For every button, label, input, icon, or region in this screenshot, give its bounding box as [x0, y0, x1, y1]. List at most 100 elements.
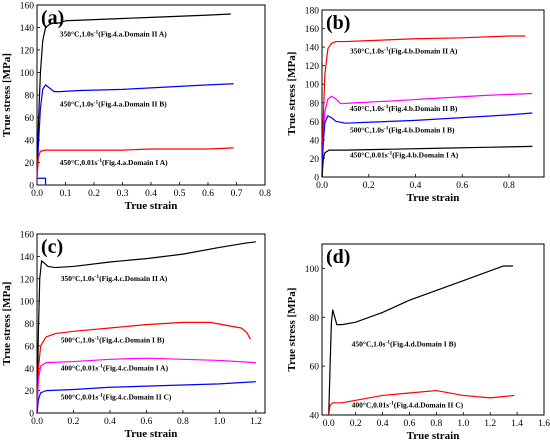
y-tick-label: 80: [310, 314, 320, 324]
y-tick-label: 0: [314, 174, 319, 184]
x-axis-title: True strain: [125, 428, 178, 440]
series-line-2: [321, 92, 533, 178]
chart-panel-4: 0.0 0.2 0.4 0.6 0.8 1.0 1.2 1.4 1.6 40 60 80 100 True…: [286, 243, 550, 442]
curve-annotation: 450°C,0.01s-1(Fig.4.b.Domain I A): [350, 151, 459, 160]
panel-label: (d): [326, 246, 350, 268]
y-tick-label: 80: [310, 99, 320, 109]
x-tick-label: 0.1: [60, 189, 72, 199]
x-tick-label: 0.6: [456, 181, 468, 191]
x-tick-label: 0.4: [145, 189, 157, 199]
panel-label: (b): [326, 12, 350, 34]
y-tick-label: 160: [305, 25, 320, 35]
y-tick-label: 100: [20, 298, 35, 308]
y-tick-label: 120: [20, 275, 35, 285]
curve-annotation: 500°C,0.01s-1(Fig.4.c.Domain II C): [61, 393, 172, 402]
x-axis-title: True strain: [407, 430, 460, 442]
x-tick-label: 0.2: [88, 189, 100, 199]
x-tick-label: 0.0: [316, 181, 328, 191]
x-tick-label: 0.7: [231, 189, 243, 199]
y-tick-label: 0: [29, 182, 34, 192]
y-tick-label: 160: [20, 2, 35, 12]
series-line-3: [36, 147, 234, 180]
plot-frame: [321, 243, 545, 416]
x-tick-label: 0.8: [259, 189, 271, 199]
y-tick-label: 20: [25, 387, 35, 397]
y-tick-label: 40: [310, 136, 320, 146]
chart-panel-3: 0.0 0.2 0.4 0.6 0.8 1.0 1.2 0 20 40 60 80 100 120 140 1…: [1, 231, 266, 440]
x-tick-label: 0.6: [404, 419, 416, 429]
y-tick-label: 180: [305, 7, 320, 17]
y-tick-label: 40: [310, 412, 320, 422]
x-tick-label: 0.4: [377, 419, 389, 429]
y-tick-label: 20: [25, 159, 35, 169]
x-tick-label: 0.2: [363, 181, 375, 191]
x-tick-label: 0.0: [31, 189, 43, 199]
y-tick-label: 100: [305, 265, 320, 275]
x-tick-label: 0.8: [177, 417, 189, 427]
y-tick-label: 60: [310, 363, 320, 373]
series-line-4: [321, 145, 533, 178]
curve-annotation: 500°C,1.0s-1(Fig.4.b.Domain I B): [350, 125, 455, 134]
y-tick-label: 0: [29, 410, 34, 420]
chart-panel-2: 0.0 0.2 0.4 0.6 0.8 0 20 40 60 80 100 120 140 160 180 T…: [286, 7, 545, 204]
x-tick-label: 1.4: [511, 419, 523, 429]
panel-label: (c): [41, 236, 63, 258]
series-line-4: [36, 381, 256, 414]
y-tick-label: 140: [20, 253, 35, 263]
series-line-2: [36, 83, 234, 180]
chart-panel-1: 0.0 0.1 0.2 0.3 0.4 0.5 0.6 0.7 0.8 0 20 40 60 80 100 1…: [1, 2, 271, 213]
curve-annotation: 350°C,1.0s-1(Fig.4.a.Domain II A): [60, 30, 167, 39]
x-tick-label: 1.0: [457, 419, 469, 429]
curve-annotation: 500°C,1.0s-1(Fig.4.c.Domain I B): [61, 336, 165, 345]
y-tick-label: 60: [310, 118, 320, 128]
y-tick-label: 140: [20, 24, 35, 34]
series-line-1: [36, 241, 256, 414]
series-line-1: [36, 13, 231, 180]
curve-annotation: 450°C,1.0s-1(Fig.4.b.Domain II B): [350, 104, 458, 113]
panel-label: (a): [41, 7, 64, 29]
y-tick-label: 80: [25, 92, 35, 102]
y-tick-label: 160: [20, 231, 35, 241]
series-line-1: [328, 265, 514, 416]
y-tick-label: 20: [310, 155, 320, 165]
y-tick-label: 60: [25, 342, 35, 352]
series-line-2: [328, 389, 515, 416]
y-tick-label: 140: [305, 44, 320, 54]
series-line-4: [37, 177, 47, 185]
x-tick-label: 0.6: [141, 417, 153, 427]
y-tick-label: 60: [25, 114, 35, 124]
y-axis-title: True stress [MPa]: [1, 53, 13, 137]
y-tick-label: 40: [25, 365, 35, 375]
x-tick-label: 0.4: [104, 417, 116, 427]
curve-annotation: 400°C,0.01s-1(Fig.4.d.Domain II C): [352, 401, 464, 410]
series-line-1: [321, 35, 526, 178]
series-line-3: [321, 112, 533, 178]
y-tick-label: 40: [25, 137, 35, 147]
y-tick-label: 80: [25, 320, 35, 330]
y-tick-label: 100: [20, 69, 35, 79]
y-axis-title: True stress [MPa]: [286, 52, 298, 136]
x-tick-label: 0.2: [350, 419, 362, 429]
y-tick-label: 100: [305, 81, 320, 91]
x-tick-label: 0.0: [323, 419, 335, 429]
y-axis-title: True stress [MPa]: [1, 282, 13, 366]
x-tick-label: 1.2: [484, 419, 496, 429]
x-tick-label: 1.2: [250, 417, 262, 427]
x-tick-label: 1.0: [213, 417, 225, 427]
curve-annotation: 350°C,1.0s-1(Fig.4.b.Domain II A): [350, 47, 458, 56]
x-tick-label: 0.5: [174, 189, 186, 199]
y-tick-label: 120: [20, 47, 35, 57]
x-tick-label: 0.6: [202, 189, 214, 199]
plot-frame: [321, 9, 545, 178]
series-line-3: [36, 357, 256, 414]
x-tick-label: 0.3: [117, 189, 129, 199]
x-tick-label: 0.8: [430, 419, 442, 429]
x-axis-title: True strain: [407, 192, 460, 204]
x-tick-label: 0.0: [31, 417, 43, 427]
curve-annotation: 450°C,1.0s-1(Fig.4.d.Domain I B): [352, 340, 457, 349]
curve-annotation: 350°C,1.0s-1(Fig.4.c.Domain II A): [61, 274, 168, 283]
curve-annotation: 450°C,1.0s-1(Fig.4.a.Domain II B): [60, 99, 167, 108]
x-tick-label: 1.6: [538, 419, 550, 429]
x-tick-label: 0.2: [68, 417, 80, 427]
